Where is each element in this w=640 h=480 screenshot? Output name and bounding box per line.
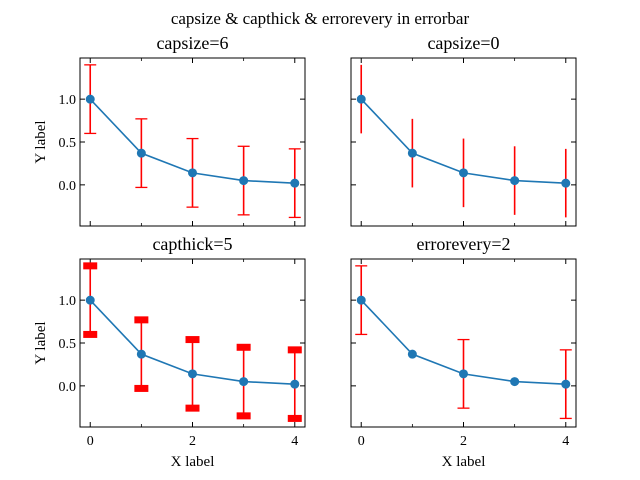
axes-frame — [350, 258, 577, 428]
x-tick-label: 0 — [87, 434, 94, 449]
subplot-2: capsize=0 — [350, 33, 577, 227]
data-point — [239, 176, 249, 186]
y-tick-label: 1.0 — [59, 93, 77, 108]
data-point — [356, 295, 366, 305]
y-tick-label: 0.5 — [59, 136, 77, 151]
data-point — [561, 379, 571, 389]
y-tick-label: 1.0 — [59, 294, 77, 309]
x-tick-label: 2 — [460, 434, 467, 449]
subplot-1: capsize=6 0.0 0.5 1.0 Y label — [33, 33, 306, 227]
data-point — [85, 295, 95, 305]
y-tick-label: 0.5 — [59, 337, 77, 352]
subplot-title: errorevery=2 — [416, 234, 510, 254]
data-point — [290, 379, 300, 389]
data-point — [188, 369, 197, 379]
y-axis-label: Y label — [33, 120, 49, 163]
figure-suptitle: capsize & capthick & errorevery in error… — [171, 9, 470, 28]
data-point — [85, 94, 95, 104]
axes-frame — [79, 57, 306, 227]
x-tick-label: 2 — [189, 434, 196, 449]
data-point — [561, 178, 571, 188]
y-tick-label: 0.0 — [59, 179, 77, 194]
data-point — [407, 349, 417, 359]
data-point — [188, 168, 197, 178]
x-tick-label: 0 — [358, 434, 365, 449]
subplot-grid: capsize=6 0.0 0.5 1.0 Y label capsize=0 capthi… — [33, 33, 577, 470]
axes-frame — [79, 258, 306, 428]
y-axis-label: Y label — [33, 321, 49, 364]
data-point — [136, 349, 146, 359]
data-point — [459, 369, 468, 379]
x-axis-label: X label — [171, 454, 215, 470]
subplot-4: errorevery=2 0 2 4 X label — [350, 234, 577, 470]
axes-frame — [350, 57, 577, 227]
x-tick-label: 4 — [562, 434, 569, 449]
data-point — [136, 148, 146, 158]
data-point — [459, 168, 468, 178]
data-point — [239, 377, 249, 387]
subplot-title: capsize=6 — [156, 33, 228, 53]
data-point — [510, 176, 520, 186]
data-point — [510, 377, 520, 387]
subplot-title: capsize=0 — [427, 33, 499, 53]
data-point — [356, 94, 366, 104]
y-tick-label: 0.0 — [59, 380, 77, 395]
subplot-3: capthick=5 0 2 4 0.0 0.5 1.0 Y label X label — [33, 234, 306, 470]
data-point — [290, 178, 300, 188]
x-axis-label: X label — [442, 454, 486, 470]
x-tick-label: 4 — [291, 434, 298, 449]
subplot-title: capthick=5 — [152, 234, 232, 254]
data-point — [407, 148, 417, 158]
